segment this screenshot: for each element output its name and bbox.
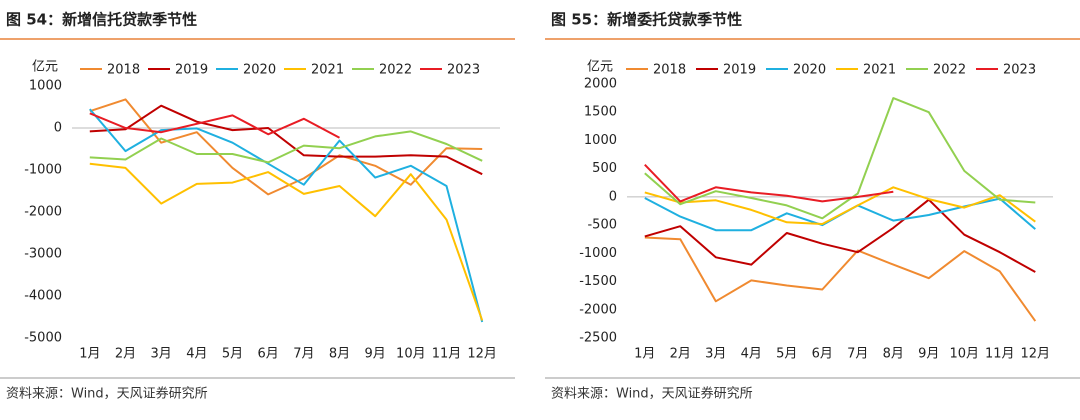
y-tick-label: 0: [54, 121, 62, 136]
x-tick-label: 10月: [396, 347, 426, 362]
series-line: [644, 97, 1036, 220]
series-line: [89, 104, 483, 176]
legend-label: 2019: [175, 63, 208, 78]
series-line: [89, 130, 483, 164]
x-tick-label: 8月: [329, 347, 350, 362]
legend-label: 2018: [107, 63, 140, 78]
y-tick-label: 500: [592, 161, 617, 176]
y-tick-label: -1500: [579, 274, 617, 289]
legend-label: 2020: [793, 63, 826, 78]
y-axis-label: 亿元: [32, 60, 58, 75]
series-line: [644, 198, 1036, 273]
x-tick-label: 8月: [883, 347, 904, 362]
legend-label: 2019: [723, 63, 756, 78]
source: 资料来源：Wind，天风证券研究所: [6, 386, 208, 402]
legend-label: 2023: [1003, 63, 1036, 78]
x-tick-label: 6月: [812, 347, 833, 362]
x-tick-label: 11月: [985, 347, 1015, 362]
x-tick-label: 5月: [776, 347, 797, 362]
chart-title: 图 55：新增委托贷款季节性: [551, 11, 742, 29]
y-tick-label: 1000: [584, 133, 617, 148]
x-tick-label: 11月: [432, 347, 462, 362]
x-tick-label: 9月: [918, 347, 939, 362]
x-tick-label: 7月: [293, 347, 314, 362]
series-line: [644, 236, 1037, 322]
y-tick-label: -4000: [24, 289, 62, 304]
chart-title: 图 54：新增信托贷款季节性: [6, 11, 197, 29]
x-tick-label: 5月: [222, 347, 243, 362]
x-tick-label: 12月: [467, 347, 497, 362]
x-tick-label: 1月: [79, 347, 100, 362]
legend-label: 2021: [863, 63, 896, 78]
x-tick-label: 2月: [115, 347, 136, 362]
legend-label: 2022: [379, 63, 412, 78]
y-tick-label: -500: [587, 218, 617, 233]
y-tick-label: 0: [609, 189, 617, 204]
legend-label: 2018: [653, 63, 686, 78]
source: 资料来源：Wind，天风证券研究所: [551, 386, 753, 402]
legend-label: 2020: [243, 63, 276, 78]
y-tick-label: 2000: [584, 77, 617, 92]
x-tick-label: 10月: [949, 347, 979, 362]
y-tick-label: -3000: [24, 247, 62, 262]
series-line: [644, 164, 894, 203]
series-line: [89, 98, 483, 196]
series-line: [644, 186, 1036, 225]
y-tick-label: -1000: [24, 163, 62, 178]
y-axis-label: 亿元: [587, 60, 613, 75]
x-tick-label: 2月: [670, 347, 691, 362]
series-line: [89, 108, 484, 323]
x-tick-label: 12月: [1020, 347, 1050, 362]
x-tick-label: 4月: [741, 347, 762, 362]
legend-label: 2023: [447, 63, 480, 78]
y-tick-label: -1000: [579, 246, 617, 261]
x-tick-label: 3月: [151, 347, 172, 362]
y-tick-label: -5000: [24, 331, 62, 346]
legend-label: 2022: [933, 63, 966, 78]
x-tick-label: 1月: [634, 347, 655, 362]
y-tick-label: 1500: [584, 105, 617, 120]
y-tick-label: -2000: [24, 205, 62, 220]
y-tick-label: -2000: [579, 302, 617, 317]
x-tick-label: 6月: [258, 347, 279, 362]
x-tick-label: 4月: [186, 347, 207, 362]
y-tick-label: 1000: [29, 79, 62, 94]
y-tick-label: -2500: [579, 331, 617, 346]
series-line: [89, 162, 484, 321]
x-tick-label: 3月: [705, 347, 726, 362]
series-line: [89, 112, 340, 139]
x-tick-label: 7月: [847, 347, 868, 362]
x-tick-label: 9月: [365, 347, 386, 362]
legend-label: 2021: [311, 63, 344, 78]
